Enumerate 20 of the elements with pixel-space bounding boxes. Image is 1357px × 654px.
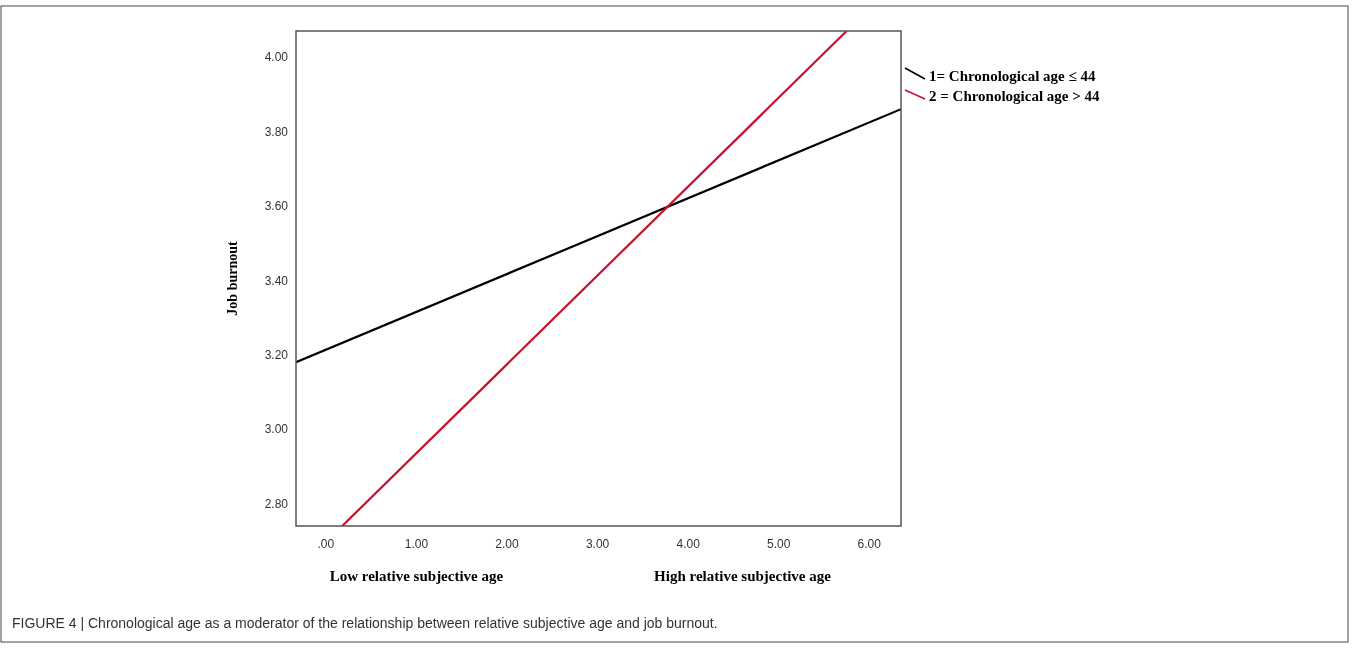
x-tick-label: 5.00: [767, 537, 791, 551]
x-tick-label: 2.00: [495, 537, 520, 551]
y-axis-title: Job burnout: [225, 241, 240, 316]
y-tick-label: 2.80: [264, 496, 289, 511]
x-tick-label: 1.00: [404, 537, 429, 551]
legend-label: 2 = Chronological age > 44: [929, 88, 1101, 104]
y-tick-label: 3.80: [264, 124, 289, 139]
caption: FIGURE 4 | Chronological age as a moderator of the relationship between relative subjective age and job burnout.: [12, 615, 718, 631]
y-tick-label: 3.60: [264, 199, 289, 214]
y-tick-label: 3.40: [264, 273, 289, 288]
y-tick-label: 3.20: [264, 348, 289, 362]
x-tick-label: .00: [317, 537, 335, 551]
y-tick-label: 4.00: [264, 50, 289, 65]
x-tick-label: 6.00: [857, 537, 882, 551]
legend-label: 1= Chronological age ≤ 44: [929, 68, 1096, 84]
x-tick-label: 4.00: [676, 537, 701, 551]
y-tick-label: 3.00: [264, 422, 289, 437]
x-tick-label: 3.00: [585, 537, 610, 551]
text: Low relative subjective age: [329, 568, 504, 584]
text: High relative subjective age: [654, 568, 832, 584]
